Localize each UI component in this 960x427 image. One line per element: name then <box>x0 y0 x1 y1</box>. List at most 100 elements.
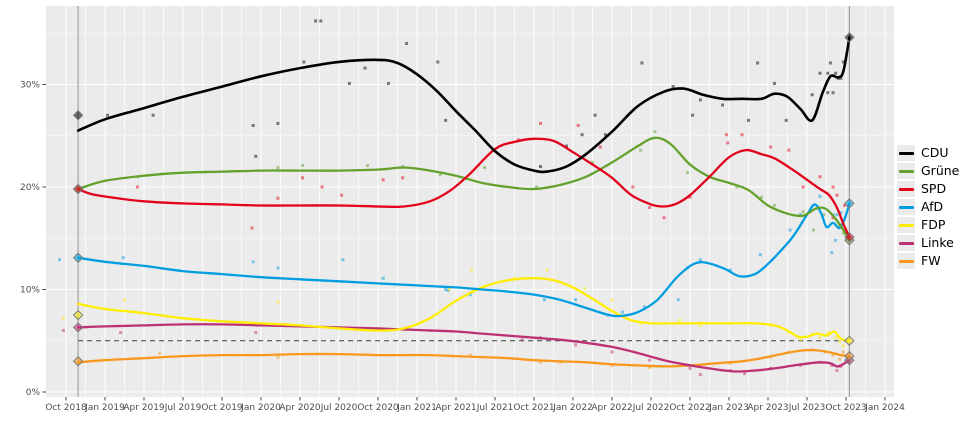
result-marker-cdu <box>72 110 84 121</box>
poll-point <box>838 357 841 361</box>
x-tick-label: Apr 2022 <box>591 403 632 413</box>
poll-point <box>436 60 440 64</box>
afd-line-swatch <box>898 205 914 209</box>
poll-point <box>61 329 65 332</box>
poll-point <box>818 194 822 198</box>
x-tick-label: Jul 2022 <box>632 403 670 413</box>
poll-point <box>834 238 838 242</box>
poll-point <box>539 360 542 364</box>
linke-line-swatch <box>898 241 914 245</box>
x-tick-label: Jan 2019 <box>84 403 125 413</box>
poll-point <box>818 336 822 340</box>
gruene-line-swatch <box>898 169 914 173</box>
poll-point <box>662 216 666 220</box>
poll-point <box>685 171 689 175</box>
legend-key <box>897 199 915 215</box>
poll-point <box>831 353 835 357</box>
trend-line-grüne <box>76 136 851 242</box>
fdp-line-swatch <box>898 223 914 227</box>
poll-point <box>631 185 635 189</box>
y-tick-label: 10% <box>20 286 40 296</box>
poll-point <box>539 121 542 125</box>
poll-point <box>760 195 763 199</box>
poll-point <box>830 251 834 255</box>
poll-point <box>620 310 624 314</box>
poll-point <box>743 372 747 376</box>
poll-point <box>276 355 280 359</box>
poll-points-afd <box>58 194 843 317</box>
poll-point <box>834 71 838 75</box>
x-tick-label: Jul 2019 <box>164 403 202 413</box>
poll-point <box>724 133 728 137</box>
poll-point <box>158 351 162 355</box>
x-tick-label: Apr 2020 <box>279 403 321 413</box>
poll-point <box>444 118 448 122</box>
x-tick-label: Apr 2019 <box>123 403 165 413</box>
poll-point <box>276 196 280 200</box>
poll-point <box>405 42 409 45</box>
poll-point <box>812 228 815 232</box>
poll-point <box>831 91 835 95</box>
poll-point <box>826 91 830 95</box>
poll-point <box>593 113 597 117</box>
poll-point <box>301 163 305 167</box>
poll-point <box>810 93 814 97</box>
legend-label-gruene: Grüne <box>921 162 960 178</box>
y-tick-label: 30% <box>20 81 40 91</box>
poll-point <box>119 331 123 335</box>
trend-lines <box>76 36 851 373</box>
legend-key <box>897 217 915 233</box>
poll-point <box>640 61 644 65</box>
legend-label-linke: Linke <box>921 234 954 250</box>
poll-point <box>648 358 652 362</box>
poll-point <box>643 305 646 309</box>
legend-key <box>897 181 915 197</box>
poll-point <box>381 178 385 182</box>
poll-point <box>648 365 652 369</box>
x-tick-label: Jul 2023 <box>788 403 826 413</box>
x-tick-label: Oct 2018 <box>45 403 87 413</box>
poll-point <box>123 298 126 302</box>
poll-point <box>468 293 472 297</box>
poll-point <box>735 185 739 189</box>
result-marker-linke <box>72 322 84 333</box>
poll-point <box>565 144 568 148</box>
x-tick-label: Oct 2019 <box>201 403 243 413</box>
legend-key <box>897 145 915 161</box>
legend-item-spd: SPD <box>897 180 959 198</box>
poll-point <box>726 141 730 145</box>
poll-point <box>740 133 744 137</box>
trend-line-afd <box>76 202 851 318</box>
poll-point <box>648 206 652 209</box>
x-tick-label: Apr 2023 <box>747 403 788 413</box>
poll-point <box>470 268 474 272</box>
x-tick-label: Jul 2021 <box>476 403 514 413</box>
spd-line-swatch <box>898 187 914 191</box>
poll-point <box>841 60 845 64</box>
poll-point <box>320 185 324 189</box>
poll-point <box>784 118 788 122</box>
poll-point <box>251 124 255 127</box>
poll-point <box>136 185 139 189</box>
x-tick-label: Oct 2022 <box>669 403 710 413</box>
poll-point <box>839 76 843 80</box>
poll-point <box>688 195 692 199</box>
poll-point <box>841 231 845 235</box>
poll-point <box>834 336 838 340</box>
poll-point <box>671 85 675 89</box>
legend: CDU Grüne SPD AfD FDP Linke FW <box>897 144 959 270</box>
result-marker-fdp <box>844 335 855 346</box>
x-tick-label: Oct 2021 <box>513 403 554 413</box>
x-tick-label: Jan 2020 <box>240 403 281 413</box>
y-tick-label: 0% <box>26 388 41 398</box>
result-marker-spd <box>844 231 855 243</box>
poll-point <box>574 343 578 347</box>
poll-point <box>688 366 692 370</box>
poll-point <box>254 154 258 158</box>
election-results <box>72 32 855 367</box>
result-marker-afd <box>72 252 84 263</box>
result-marker-afd <box>844 198 855 209</box>
legend-label-afd: AfD <box>921 198 944 214</box>
poll-point <box>835 213 839 217</box>
legend-item-afd: AfD <box>897 198 959 216</box>
